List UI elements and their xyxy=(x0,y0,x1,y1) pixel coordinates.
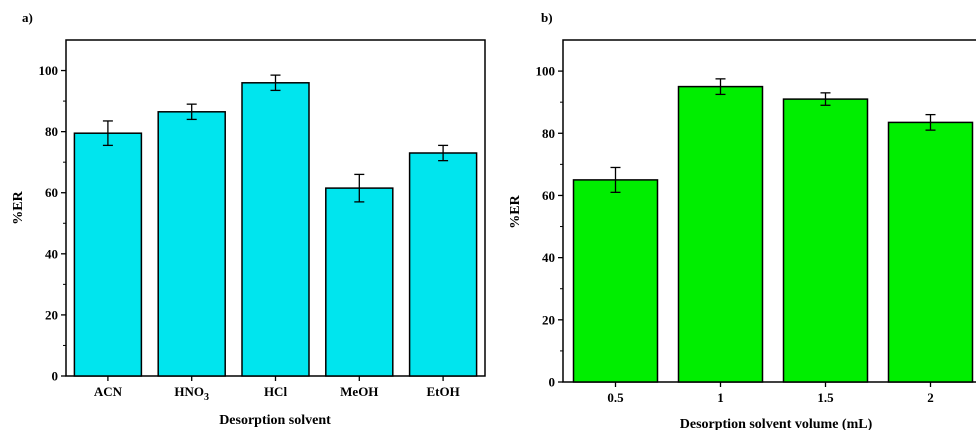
x-tick-label-b-3: 2 xyxy=(927,390,934,405)
y-tick-label-a-5: 100 xyxy=(39,63,59,78)
bar-a-4 xyxy=(408,152,478,377)
bar-b-0 xyxy=(572,179,659,383)
bar-b-2 xyxy=(782,98,869,383)
y-tick-label-a-1: 20 xyxy=(45,307,58,322)
x-axis-label-a: Desorption solvent xyxy=(219,413,331,428)
y-axis-label-a: %ER xyxy=(11,190,26,224)
x-axis-ticks-a: ACN HNO3 HCl MeOH EtOH xyxy=(94,376,460,403)
x-tick-label-a-3: MeOH xyxy=(340,384,378,399)
y-axis-ticks-b: 0 20 40 60 80 100 xyxy=(536,64,563,390)
bar-a-1 xyxy=(157,111,226,377)
y-tick-label-b-0: 0 xyxy=(549,375,556,390)
x-tick-label-a-0: ACN xyxy=(94,384,123,399)
bar-a-2 xyxy=(241,82,310,377)
y-tick-label-b-4: 80 xyxy=(542,126,555,141)
y-tick-label-a-2: 40 xyxy=(45,246,58,261)
x-tick-label-b-2: 1.5 xyxy=(817,390,834,405)
y-tick-label-a-0: 0 xyxy=(52,369,59,384)
plot-frame-b xyxy=(562,39,976,383)
y-tick-label-b-3: 60 xyxy=(542,188,555,203)
y-tick-label-b-5: 100 xyxy=(536,64,556,79)
y-tick-label-b-1: 20 xyxy=(542,312,555,327)
chart-panel-b: b) 0 20 40 60 80 100 0.5 1 1.5 2 Desorption solv… xyxy=(508,10,976,430)
x-axis-label-b: Desorption solvent volume (mL) xyxy=(680,417,873,430)
y-axis-label-b: %ER xyxy=(508,194,523,228)
x-tick-label-a-1: HNO3 xyxy=(174,384,209,403)
y-tick-label-a-4: 80 xyxy=(45,124,58,139)
bar-a-0 xyxy=(73,132,143,377)
x-tick-label-a-4: EtOH xyxy=(426,384,459,399)
y-axis-ticks-a: 0 20 40 60 80 100 xyxy=(39,63,66,384)
x-axis-ticks-b: 0.5 1 1.5 2 xyxy=(607,382,934,405)
bars-b xyxy=(572,78,974,383)
x-tick-label-a-2: HCl xyxy=(264,384,288,399)
y-tick-label-b-2: 40 xyxy=(542,250,555,265)
x-tick-label-b-0: 0.5 xyxy=(607,390,624,405)
y-tick-label-a-3: 60 xyxy=(45,185,58,200)
bars-a xyxy=(73,74,478,377)
panel-label-b: b) xyxy=(541,10,553,25)
chart-panel-a: a) 0 20 40 60 80 100 ACN HNO3 HCl MeOH EtOH Desor… xyxy=(11,10,486,428)
panel-label-a: a) xyxy=(22,10,33,25)
bar-a-3 xyxy=(325,187,394,377)
bar-b-3 xyxy=(887,121,974,383)
bar-b-1 xyxy=(677,85,764,383)
x-tick-label-b-1: 1 xyxy=(717,390,724,405)
